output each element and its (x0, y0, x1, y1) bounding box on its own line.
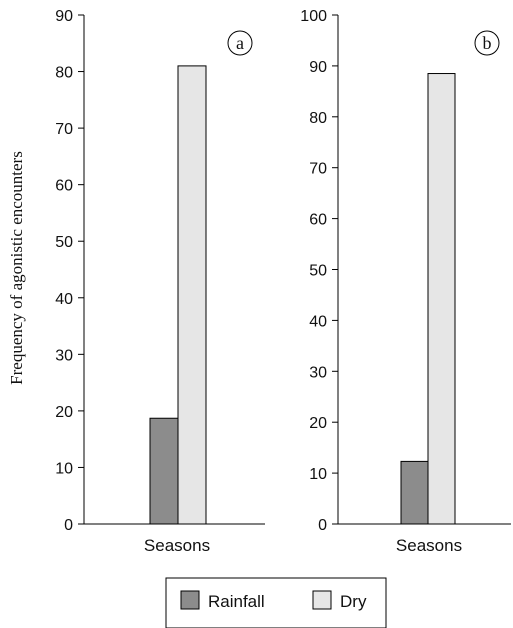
panel-b-y-tick-label: 10 (309, 466, 327, 483)
panel-b-y-tick-label: 50 (309, 263, 327, 280)
panel-a-y-tick-label: 0 (64, 517, 73, 534)
panel-b-bars (400, 73, 456, 525)
legend-swatch-dry (312, 590, 332, 610)
panel-b-label-circle (474, 30, 500, 56)
panel-b: 0 10 20 30 40 50 60 70 80 90 100 b Seasons (300, 8, 511, 555)
panel-b-y-tick-label: 0 (318, 517, 327, 534)
panel-b-y-tick-label: 30 (309, 364, 327, 381)
panel-b-y-tick-label: 90 (309, 59, 327, 76)
panel-b-y-ticks: 0 10 20 30 40 50 60 70 80 90 100 (300, 8, 338, 534)
panel-a-label-circle (227, 30, 253, 56)
panel-a-y-tick-label: 60 (55, 178, 73, 195)
panel-b-y-tick-label: 20 (309, 415, 327, 432)
panel-a-y-tick-label: 50 (55, 234, 73, 251)
panel-b-y-tick-label: 80 (309, 110, 327, 127)
y-axis-title: Frequency of agonistic encounters (7, 151, 26, 385)
panel-a-y-tick-label: 80 (55, 65, 73, 82)
panel-a-y-ticks: 0 10 20 30 40 50 60 70 80 90 (55, 8, 84, 534)
panel-a-bar-rainfall (149, 417, 179, 525)
panel-a-y-tick-label: 10 (55, 460, 73, 477)
panel-a-bar-dry (177, 65, 207, 525)
panel-a-bars (149, 65, 207, 525)
legend: Rainfall Dry (165, 577, 387, 628)
panel-a: 0 10 20 30 40 50 60 70 80 90 a Seasons (55, 8, 265, 555)
legend-label-rainfall: Rainfall (208, 592, 265, 611)
panel-b-y-tick-label: 40 (309, 313, 327, 330)
panel-a-y-tick-label: 40 (55, 291, 73, 308)
panel-b-label: b (483, 33, 492, 53)
panel-b-y-tick-label: 100 (300, 8, 327, 25)
panel-a-label: a (236, 33, 244, 53)
panel-a-y-tick-label: 20 (55, 404, 73, 421)
panel-a-y-tick-label: 30 (55, 347, 73, 364)
panel-b-y-tick-label: 60 (309, 212, 327, 229)
panel-a-y-tick-label: 90 (55, 8, 73, 25)
panel-a-x-category-label: Seasons (144, 536, 210, 555)
panel-b-bar-dry (427, 73, 456, 525)
panel-a-y-tick-label: 70 (55, 121, 73, 138)
legend-box (165, 577, 387, 628)
legend-swatch-rainfall (180, 590, 200, 610)
panel-b-x-category-label: Seasons (396, 536, 462, 555)
panel-b-y-tick-label: 70 (309, 161, 327, 178)
panel-b-bar-rainfall (400, 460, 429, 525)
legend-label-dry: Dry (340, 592, 367, 611)
